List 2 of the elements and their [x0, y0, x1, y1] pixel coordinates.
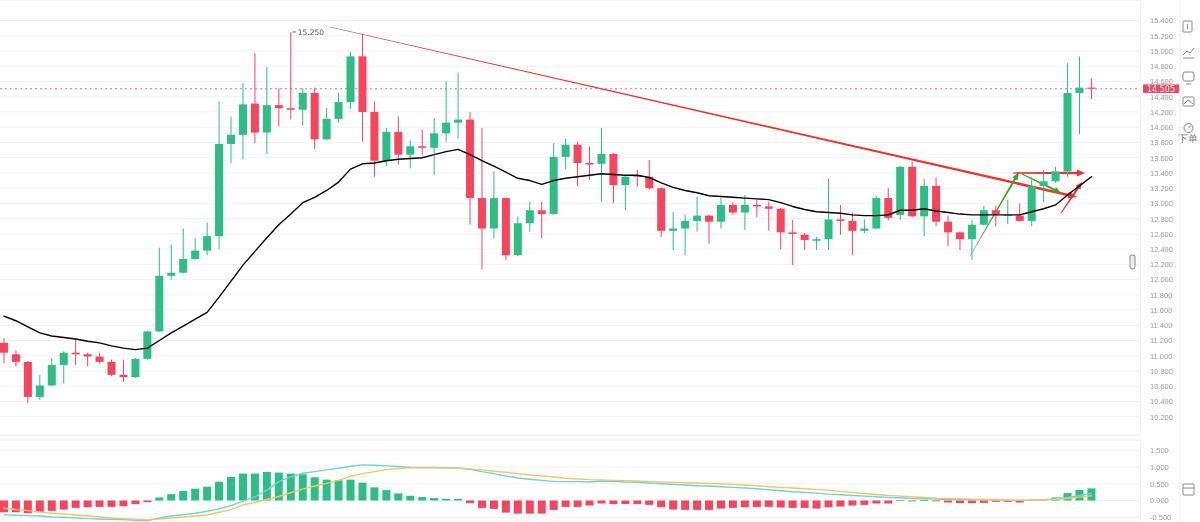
text: 下单 [1178, 133, 1198, 144]
ref-line-label: 14.505 [1147, 84, 1175, 94]
